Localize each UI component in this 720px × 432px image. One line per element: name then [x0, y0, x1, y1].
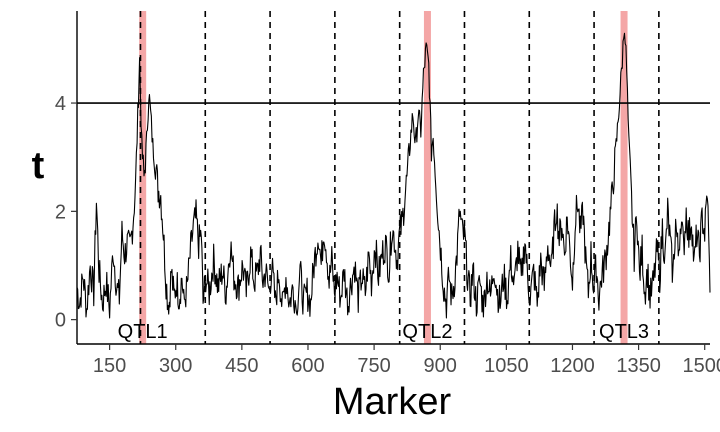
- y-tick-label-0: 0: [55, 310, 66, 332]
- qtl-highlight-bands: [139, 11, 628, 344]
- y-axis-title: t: [32, 145, 45, 187]
- x-tick-label-900: 900: [424, 355, 457, 377]
- x-tick-label-1050: 1050: [484, 355, 529, 377]
- x-tick-label-300: 300: [159, 355, 192, 377]
- x-tick-label-450: 450: [225, 355, 258, 377]
- chromosome-boundary-lines: [139, 11, 660, 344]
- x-tick-label-1350: 1350: [616, 355, 661, 377]
- t-statistic-series-line: [76, 32, 711, 319]
- qtl-label-3: QTL3: [599, 321, 649, 343]
- y-axis-ticks: 0 2 4: [55, 93, 77, 332]
- axes: [76, 11, 710, 345]
- qtl-label-2: QTL2: [402, 321, 452, 343]
- qtl-label-1: QTL1: [118, 321, 168, 343]
- qtl-band-1: [139, 11, 147, 344]
- qtl-band-2: [423, 11, 431, 344]
- x-tick-label-1200: 1200: [550, 355, 595, 377]
- y-tick-label-2: 2: [55, 201, 66, 223]
- x-tick-label-750: 750: [357, 355, 390, 377]
- x-tick-label-600: 600: [291, 355, 324, 377]
- y-tick-label-4: 4: [55, 93, 66, 115]
- qtl-band-3: [620, 11, 628, 344]
- qtl-labels: QTL1 QTL2 QTL3: [118, 321, 649, 343]
- x-axis-title: Marker: [333, 381, 452, 423]
- x-tick-label-150: 150: [93, 355, 126, 377]
